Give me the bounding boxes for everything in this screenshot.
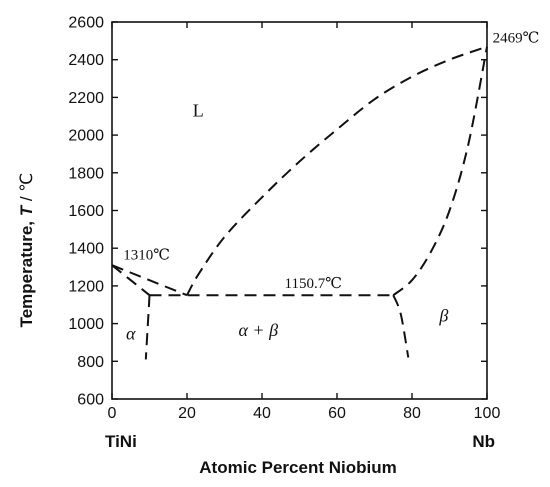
y-tick-label: 800	[77, 354, 104, 371]
plot-frame	[111, 21, 488, 400]
x-tick-label: 40	[253, 405, 271, 422]
phase-boundary-solvus-beta	[392, 294, 410, 358]
annotation-eutectic-temp: 1150.7℃	[285, 276, 342, 292]
region-label-liquid: L	[193, 100, 204, 120]
y-tick-label: 2000	[68, 128, 104, 145]
y-tick-label: 1200	[68, 278, 104, 295]
phase-boundary-liquidus-left	[111, 264, 188, 297]
x-endpoint-label: TiNi	[105, 432, 137, 451]
phase-boundary-liquidus-right	[186, 45, 488, 296]
phase-boundary-solidus-right	[392, 46, 488, 296]
x-tick-label: 20	[178, 405, 196, 422]
x-tick-label: 100	[474, 405, 501, 422]
y-tick-label: 1600	[68, 203, 104, 220]
phase-boundary-solidus-left	[111, 264, 151, 296]
y-tick-label: 2200	[68, 90, 104, 107]
y-tick-label: 1000	[68, 316, 104, 333]
region-label-alpha-beta: α + β	[238, 320, 278, 340]
annotation-tm-nb: 2469℃	[493, 31, 540, 47]
y-tick-label: 1800	[68, 165, 104, 182]
y-tick-label: 1400	[68, 241, 104, 258]
region-label-alpha: α	[126, 324, 136, 344]
x-endpoint-label: Nb	[472, 432, 495, 451]
phase-boundary-solvus-alpha	[144, 295, 151, 360]
annotation-tm-tini: 1310℃	[123, 248, 170, 264]
y-tick-label: 2400	[68, 52, 104, 69]
x-tick-label: 60	[328, 405, 346, 422]
x-axis-title: Atomic Percent Niobium	[199, 458, 396, 477]
region-label-beta: β	[438, 306, 448, 326]
x-tick-label: 0	[108, 405, 117, 422]
x-tick-label: 80	[403, 405, 421, 422]
y-tick-label: 2600	[68, 15, 104, 32]
y-axis-title: Temperature, T / ℃	[17, 173, 36, 328]
y-tick-label: 600	[77, 392, 104, 409]
